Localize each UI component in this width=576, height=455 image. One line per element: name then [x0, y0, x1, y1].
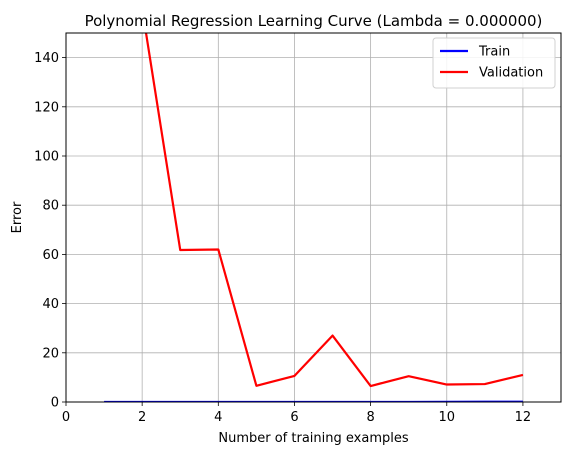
y-tick-label: 100	[34, 150, 59, 165]
y-tick-label: 20	[42, 346, 59, 361]
x-tick-label: 0	[62, 410, 70, 425]
series-line-validation	[144, 33, 524, 388]
legend-entry-validation: Validation	[479, 66, 543, 81]
legend: Train Validation	[432, 37, 556, 89]
x-tick-label: 12	[515, 410, 532, 425]
y-tick-label: 60	[42, 248, 59, 263]
grid-lines	[65, 33, 561, 403]
y-tick-label: 120	[34, 100, 59, 115]
y-axis-ticks: 0 20 40 60 80 100 120 140	[34, 51, 66, 411]
x-tick-label: 4	[214, 410, 222, 425]
y-tick-label: 140	[34, 51, 59, 66]
y-tick-label: 0	[51, 396, 59, 411]
x-axis-ticks: 0 2 4 6 8 10 12	[62, 402, 531, 425]
x-tick-label: 6	[290, 410, 298, 425]
y-axis-label: Error	[10, 201, 25, 233]
chart-title: Polynomial Regression Learning Curve (La…	[85, 12, 543, 30]
y-tick-label: 80	[42, 199, 59, 214]
x-tick-label: 2	[138, 410, 146, 425]
y-tick-label: 40	[42, 297, 59, 312]
x-tick-label: 10	[438, 410, 455, 425]
x-axis-label: Number of training examples	[218, 431, 408, 446]
legend-entry-train: Train	[478, 45, 510, 60]
x-tick-label: 8	[366, 410, 374, 425]
plot-frame	[65, 32, 562, 403]
